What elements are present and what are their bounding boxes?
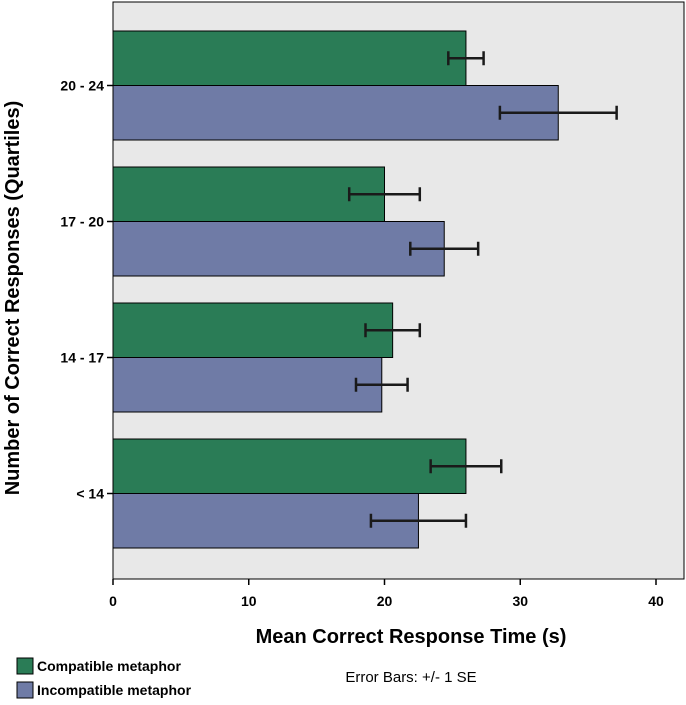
- legend: Compatible metaphor Incompatible metaphor: [16, 657, 192, 699]
- bar-20-24-compatible-metaphor: [112, 30, 467, 86]
- error-bar-14-compatible-metaphor: [429, 459, 503, 474]
- bars-layer: [112, 30, 559, 549]
- bar-17-20-compatible-metaphor: [112, 166, 385, 222]
- error-bar-20-24-compatible-metaphor: [447, 51, 485, 66]
- error-bar-14-17-incompatible-metaphor: [354, 377, 409, 392]
- y-tick-label-14: < 14: [76, 486, 104, 502]
- y-axis: 20 - 24 17 - 20 14 - 17 < 14: [60, 78, 113, 502]
- y-axis-title: Number of Correct Responses (Quartiles): [2, 101, 24, 496]
- y-tick-label-14-17: 14 - 17: [60, 350, 104, 366]
- error-bar-17-20-incompatible-metaphor: [409, 241, 480, 256]
- bar-14-incompatible-metaphor: [112, 493, 419, 549]
- error-bar-20-24-incompatible-metaphor: [498, 105, 618, 120]
- legend-label-compatible-metaphor: Compatible metaphor: [37, 658, 181, 674]
- x-tick-label-0: 0: [109, 593, 117, 609]
- y-tick-label-20-24: 20 - 24: [60, 78, 104, 94]
- legend-swatch-compatible-metaphor: [16, 657, 34, 675]
- bar-14-17-compatible-metaphor: [112, 302, 394, 358]
- legend-label-incompatible-metaphor: Incompatible metaphor: [37, 682, 192, 698]
- error-bars-layer: [347, 51, 618, 528]
- error-bar-14-17-compatible-metaphor: [364, 323, 422, 338]
- bar-14-compatible-metaphor: [112, 438, 467, 494]
- x-tick-label-40: 40: [648, 593, 664, 609]
- error-bar-14-incompatible-metaphor: [369, 513, 468, 528]
- legend-swatch-incompatible-metaphor: [16, 681, 34, 699]
- x-axis-title: Mean Correct Response Time (s): [256, 626, 567, 648]
- bar-17-20-incompatible-metaphor: [112, 221, 445, 277]
- x-tick-label-10: 10: [241, 593, 257, 609]
- bar-20-24-incompatible-metaphor: [112, 85, 559, 141]
- x-tick-label-20: 20: [377, 593, 393, 609]
- error-bar-17-20-compatible-metaphor: [347, 187, 422, 202]
- bar-14-17-incompatible-metaphor: [112, 357, 383, 413]
- y-tick-label-17-20: 17 - 20: [60, 214, 104, 230]
- x-axis: 0 10 20 30 40: [109, 579, 664, 609]
- error-bars-note: Error Bars: +/- 1 SE: [345, 669, 476, 686]
- x-tick-label-30: 30: [512, 593, 528, 609]
